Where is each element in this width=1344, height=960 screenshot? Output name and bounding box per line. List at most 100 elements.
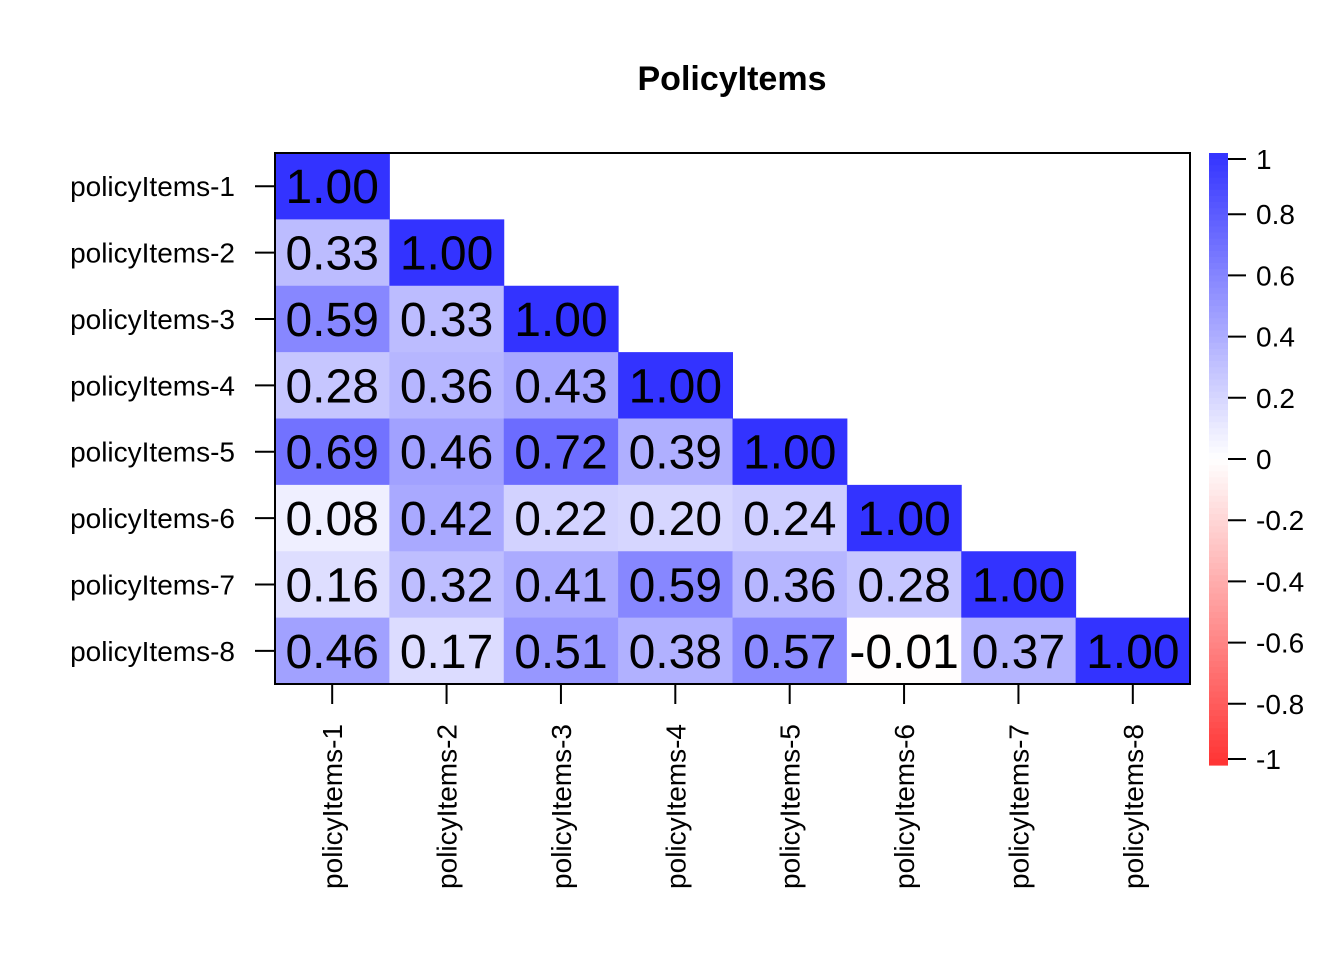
legend-color-step — [1209, 275, 1228, 283]
legend-color-step — [1209, 593, 1228, 601]
legend-color-step — [1209, 318, 1228, 325]
legend-color-step — [1209, 514, 1228, 521]
legend-tick-label: -1 — [1256, 744, 1281, 775]
legend-color-step — [1209, 569, 1228, 576]
legend-color-step — [1209, 201, 1228, 209]
cell-value-label: 0.16 — [285, 559, 378, 612]
legend-color-step — [1209, 648, 1228, 656]
legend-tick-label: 0.2 — [1256, 383, 1295, 414]
legend-color-step — [1209, 379, 1228, 387]
row-tick-label: policyItems-7 — [70, 569, 235, 600]
cell-value-label: -0.01 — [849, 626, 958, 679]
legend-color-step — [1209, 269, 1228, 276]
cell-value-label: 0.36 — [400, 360, 493, 413]
legend-color-step — [1209, 250, 1228, 258]
legend-tick-label: -0.8 — [1256, 689, 1304, 720]
legend-color-step — [1209, 410, 1228, 417]
legend-color-step — [1209, 520, 1228, 527]
legend-color-step — [1209, 183, 1228, 191]
legend-color-step — [1209, 391, 1228, 399]
heatmap-cells: 1.00 0.33 1.00 0.59 0.33 1.00 0.28 0.36 0.43 1.00… — [275, 153, 1191, 685]
heatmap-cell — [503, 551, 619, 619]
cell-value-label: 0.28 — [285, 360, 378, 413]
legend-color-step — [1209, 667, 1228, 674]
legend-tick-label: 0.6 — [1256, 260, 1295, 291]
chart-title: PolicyItems — [638, 60, 827, 98]
legend-color-step — [1209, 397, 1228, 405]
column-tick-label: policyItems-5 — [775, 724, 806, 889]
legend-color-step — [1209, 428, 1228, 436]
legend-color-step — [1209, 728, 1228, 735]
legend-color-step — [1209, 495, 1228, 503]
legend-tick-label: -0.6 — [1256, 628, 1304, 659]
cell-value-label: 1.00 — [400, 228, 493, 281]
legend-color-step — [1209, 214, 1228, 221]
cell-value-label: 0.51 — [514, 626, 607, 679]
legend-tick-label: -0.2 — [1256, 505, 1304, 536]
heatmap-cell — [389, 418, 505, 486]
heatmap-cell — [503, 352, 619, 419]
legend-color-step — [1209, 226, 1228, 234]
cell-value-label: 0.22 — [514, 493, 607, 546]
legend-color-step — [1209, 208, 1228, 215]
legend-color-step — [1209, 526, 1228, 534]
heatmap-cell — [389, 551, 505, 619]
color-legend: 1 0.8 0.6 0.4 0.2 0 -0.2 -0.4 -0.6 -0.8 -1 — [1209, 144, 1304, 775]
legend-color-step — [1209, 153, 1228, 160]
cell-value-label: 0.42 — [400, 493, 493, 546]
heatmap-cell — [389, 617, 505, 685]
legend-color-step — [1209, 734, 1228, 742]
cell-value-label: 0.33 — [285, 228, 378, 281]
cell-value-label: 0.41 — [514, 559, 607, 612]
heatmap-cell — [275, 551, 390, 619]
legend-color-step — [1209, 612, 1228, 619]
heatmap-cell — [275, 285, 390, 353]
legend-color-step — [1209, 324, 1228, 332]
legend-color-step — [1209, 624, 1228, 631]
legend-color-step — [1209, 581, 1228, 589]
legend-color-step — [1209, 716, 1228, 723]
heatmap-cell — [618, 352, 733, 419]
legend-color-step — [1209, 354, 1228, 362]
row-tick-label: policyItems-6 — [70, 503, 235, 534]
legend-color-step — [1209, 477, 1228, 485]
heatmap-cell — [618, 418, 733, 486]
cell-value-label: 0.38 — [629, 626, 722, 679]
legend-color-step — [1209, 563, 1228, 570]
row-tick-label: policyItems-2 — [70, 238, 235, 269]
legend-color-step — [1209, 446, 1228, 454]
legend-color-step — [1209, 489, 1228, 497]
legend-color-step — [1209, 312, 1228, 319]
legend-color-step — [1209, 752, 1228, 760]
legend-color-step — [1209, 244, 1228, 252]
legend-color-step — [1209, 416, 1228, 423]
legend-tick-label: 1 — [1256, 144, 1272, 175]
legend-color-step — [1209, 697, 1228, 705]
legend-color-step — [1209, 483, 1228, 491]
heatmap-cell — [275, 352, 390, 419]
legend-color-step — [1209, 367, 1228, 374]
row-tick-label: policyItems-3 — [70, 304, 235, 335]
column-tick-label: policyItems-6 — [889, 724, 920, 889]
heatmap-cell — [732, 484, 848, 552]
cell-value-label: 0.69 — [285, 427, 378, 480]
heatmap-cell — [846, 551, 962, 619]
heatmap-cell — [846, 617, 962, 685]
cell-value-label: 0.28 — [857, 559, 950, 612]
legend-tick-label: -0.4 — [1256, 566, 1304, 597]
legend-color-step — [1209, 722, 1228, 729]
heatmap-cell — [503, 418, 619, 486]
legend-color-step — [1209, 257, 1228, 264]
legend-color-step — [1209, 465, 1228, 472]
legend-color-step — [1209, 287, 1228, 295]
legend-color-step — [1209, 299, 1228, 307]
heatmap-cell — [846, 484, 962, 552]
cell-value-label: 0.17 — [400, 626, 493, 679]
heatmap-cell — [275, 484, 390, 552]
legend-color-step — [1209, 330, 1228, 338]
heatmap-cell — [275, 418, 390, 486]
legend-color-step — [1209, 165, 1228, 172]
heatmap-cell — [389, 219, 505, 287]
cell-value-label: 0.32 — [400, 559, 493, 612]
cell-value-label: 1.00 — [857, 493, 950, 546]
